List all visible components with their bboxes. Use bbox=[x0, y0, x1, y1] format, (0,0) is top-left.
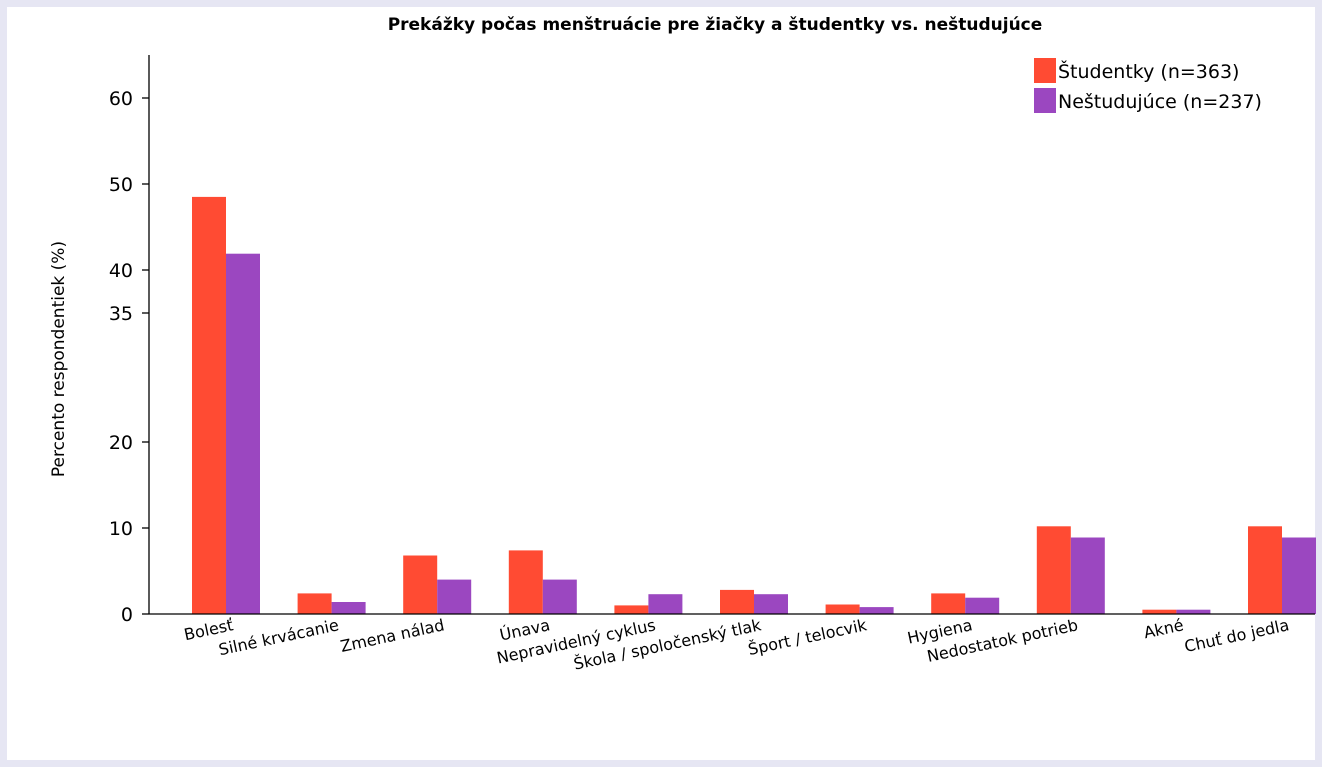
bar-studentky-4 bbox=[614, 605, 649, 614]
bar-studentky-8 bbox=[1036, 526, 1071, 614]
bar-nestudujuce-5 bbox=[754, 594, 788, 614]
x-tick-label: Akné bbox=[1142, 615, 1185, 642]
x-tick-label: Silné krvácanie bbox=[217, 615, 341, 659]
bar-studentky-5 bbox=[720, 589, 754, 614]
bar-nestudujuce-3 bbox=[542, 579, 577, 614]
legend: Študentky (n=363) Neštudujúce (n=237) bbox=[1034, 58, 1262, 113]
legend-swatch bbox=[1034, 58, 1056, 83]
y-tick-label: 40 bbox=[109, 260, 133, 282]
bar-nestudujuce-8 bbox=[1070, 537, 1105, 614]
bar-nestudujuce-2 bbox=[437, 579, 472, 614]
y-tick-label: 0 bbox=[121, 604, 133, 626]
bar-studentky-10 bbox=[1248, 526, 1282, 614]
bar-nestudujuce-6 bbox=[859, 607, 894, 614]
bar-nestudujuce-9 bbox=[1176, 609, 1211, 614]
y-axis-label: Percento respondentiek (%) bbox=[49, 241, 69, 477]
bar-nestudujuce-4 bbox=[648, 594, 683, 614]
axes-layer bbox=[148, 55, 1315, 615]
legend-label: Študentky (n=363) bbox=[1058, 59, 1239, 83]
bar-studentky-2 bbox=[403, 555, 438, 614]
y-tick-label: 35 bbox=[109, 303, 133, 325]
bar-nestudujuce-0 bbox=[226, 253, 260, 614]
y-ticks-layer: 0 10 20 35 40 50 60 bbox=[109, 88, 149, 626]
bar-studentky-1 bbox=[297, 593, 332, 614]
bars-layer bbox=[192, 196, 1316, 614]
bar-studentky-3 bbox=[508, 550, 543, 614]
legend-swatch bbox=[1034, 88, 1056, 113]
x-tick-label: Chuť do jedla bbox=[1183, 615, 1291, 656]
bar-nestudujuce-10 bbox=[1282, 537, 1316, 614]
chart-title: Prekážky počas menštruácie pre žiačky a … bbox=[388, 15, 1043, 35]
x-tick-label: Šport / telocvik bbox=[746, 615, 869, 659]
legend-label: Neštudujúce (n=237) bbox=[1058, 91, 1262, 113]
x-tick-label: Zmena nálad bbox=[339, 615, 446, 656]
bar-studentky-7 bbox=[931, 593, 966, 614]
bar-nestudujuce-7 bbox=[965, 597, 1000, 614]
y-tick-label: 60 bbox=[109, 88, 133, 110]
bar-studentky-0 bbox=[192, 196, 226, 614]
bar-studentky-6 bbox=[825, 604, 860, 614]
y-tick-label: 50 bbox=[109, 174, 133, 196]
bar-nestudujuce-1 bbox=[331, 602, 366, 614]
bar-studentky-9 bbox=[1142, 609, 1177, 614]
y-tick-label: 10 bbox=[109, 518, 133, 540]
y-tick-label: 20 bbox=[109, 432, 133, 454]
